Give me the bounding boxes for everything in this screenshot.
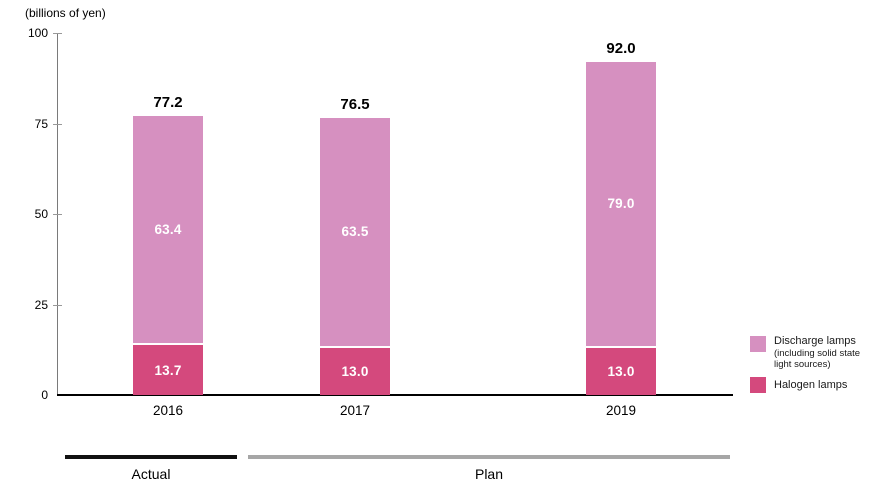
- legend-label-subline: (including solid state: [774, 348, 861, 359]
- legend-label-line: Halogen lamps: [774, 379, 848, 391]
- x-axis-line: [57, 394, 733, 396]
- y-tick-mark: [53, 33, 62, 34]
- legend-label: Discharge lamps (including solid state lig…: [774, 335, 880, 370]
- bar-segment-halogen: 13.0: [586, 347, 656, 395]
- x-category-label: 2016: [152, 403, 184, 418]
- segment-value-label: 63.4: [154, 221, 182, 237]
- segment-value-label: 13.0: [341, 363, 369, 379]
- legend-label-line: Discharge lamps: [774, 335, 856, 347]
- y-tick-label: 25: [34, 297, 48, 312]
- segment-value-label: 63.5: [341, 224, 369, 240]
- bar-total-label: 76.5: [340, 96, 370, 114]
- bar-segment-halogen: 13.0: [320, 347, 390, 395]
- x-category-label: 2017: [339, 403, 371, 418]
- period-label: Actual: [131, 466, 171, 482]
- segment-value-label: 13.7: [154, 362, 182, 378]
- segment-value-label: 79.0: [607, 196, 635, 212]
- bar-segment-discharge: 63.4: [133, 115, 203, 344]
- y-tick-label: 50: [34, 207, 48, 221]
- bar-segment-halogen: 13.7: [133, 345, 203, 395]
- y-axis-unit-label: (billions of yen): [25, 6, 106, 20]
- legend-label: Halogen lamps: [774, 379, 880, 392]
- period-underline: [65, 455, 237, 459]
- legend-label-subline: light sources): [774, 359, 831, 370]
- y-tick-label: 100: [27, 26, 48, 40]
- segment-value-label: 13.0: [607, 363, 635, 379]
- bar-total-label: 77.2: [153, 93, 183, 111]
- x-category-label: 2019: [605, 403, 637, 418]
- period-label: Plan: [474, 466, 504, 482]
- legend-swatch: [750, 377, 766, 393]
- y-tick-mark: [53, 304, 62, 306]
- y-tick-mark: [53, 214, 62, 215]
- y-tick-mark: [53, 123, 62, 125]
- legend-swatch: [750, 336, 766, 352]
- y-tick-label: 0: [41, 388, 48, 402]
- period-underline: [248, 455, 730, 459]
- bar-total-label: 92.0: [606, 39, 636, 57]
- bar-segment-discharge: 63.5: [320, 118, 390, 346]
- y-tick-label: 75: [34, 116, 48, 131]
- bar-segment-discharge: 79.0: [586, 61, 656, 346]
